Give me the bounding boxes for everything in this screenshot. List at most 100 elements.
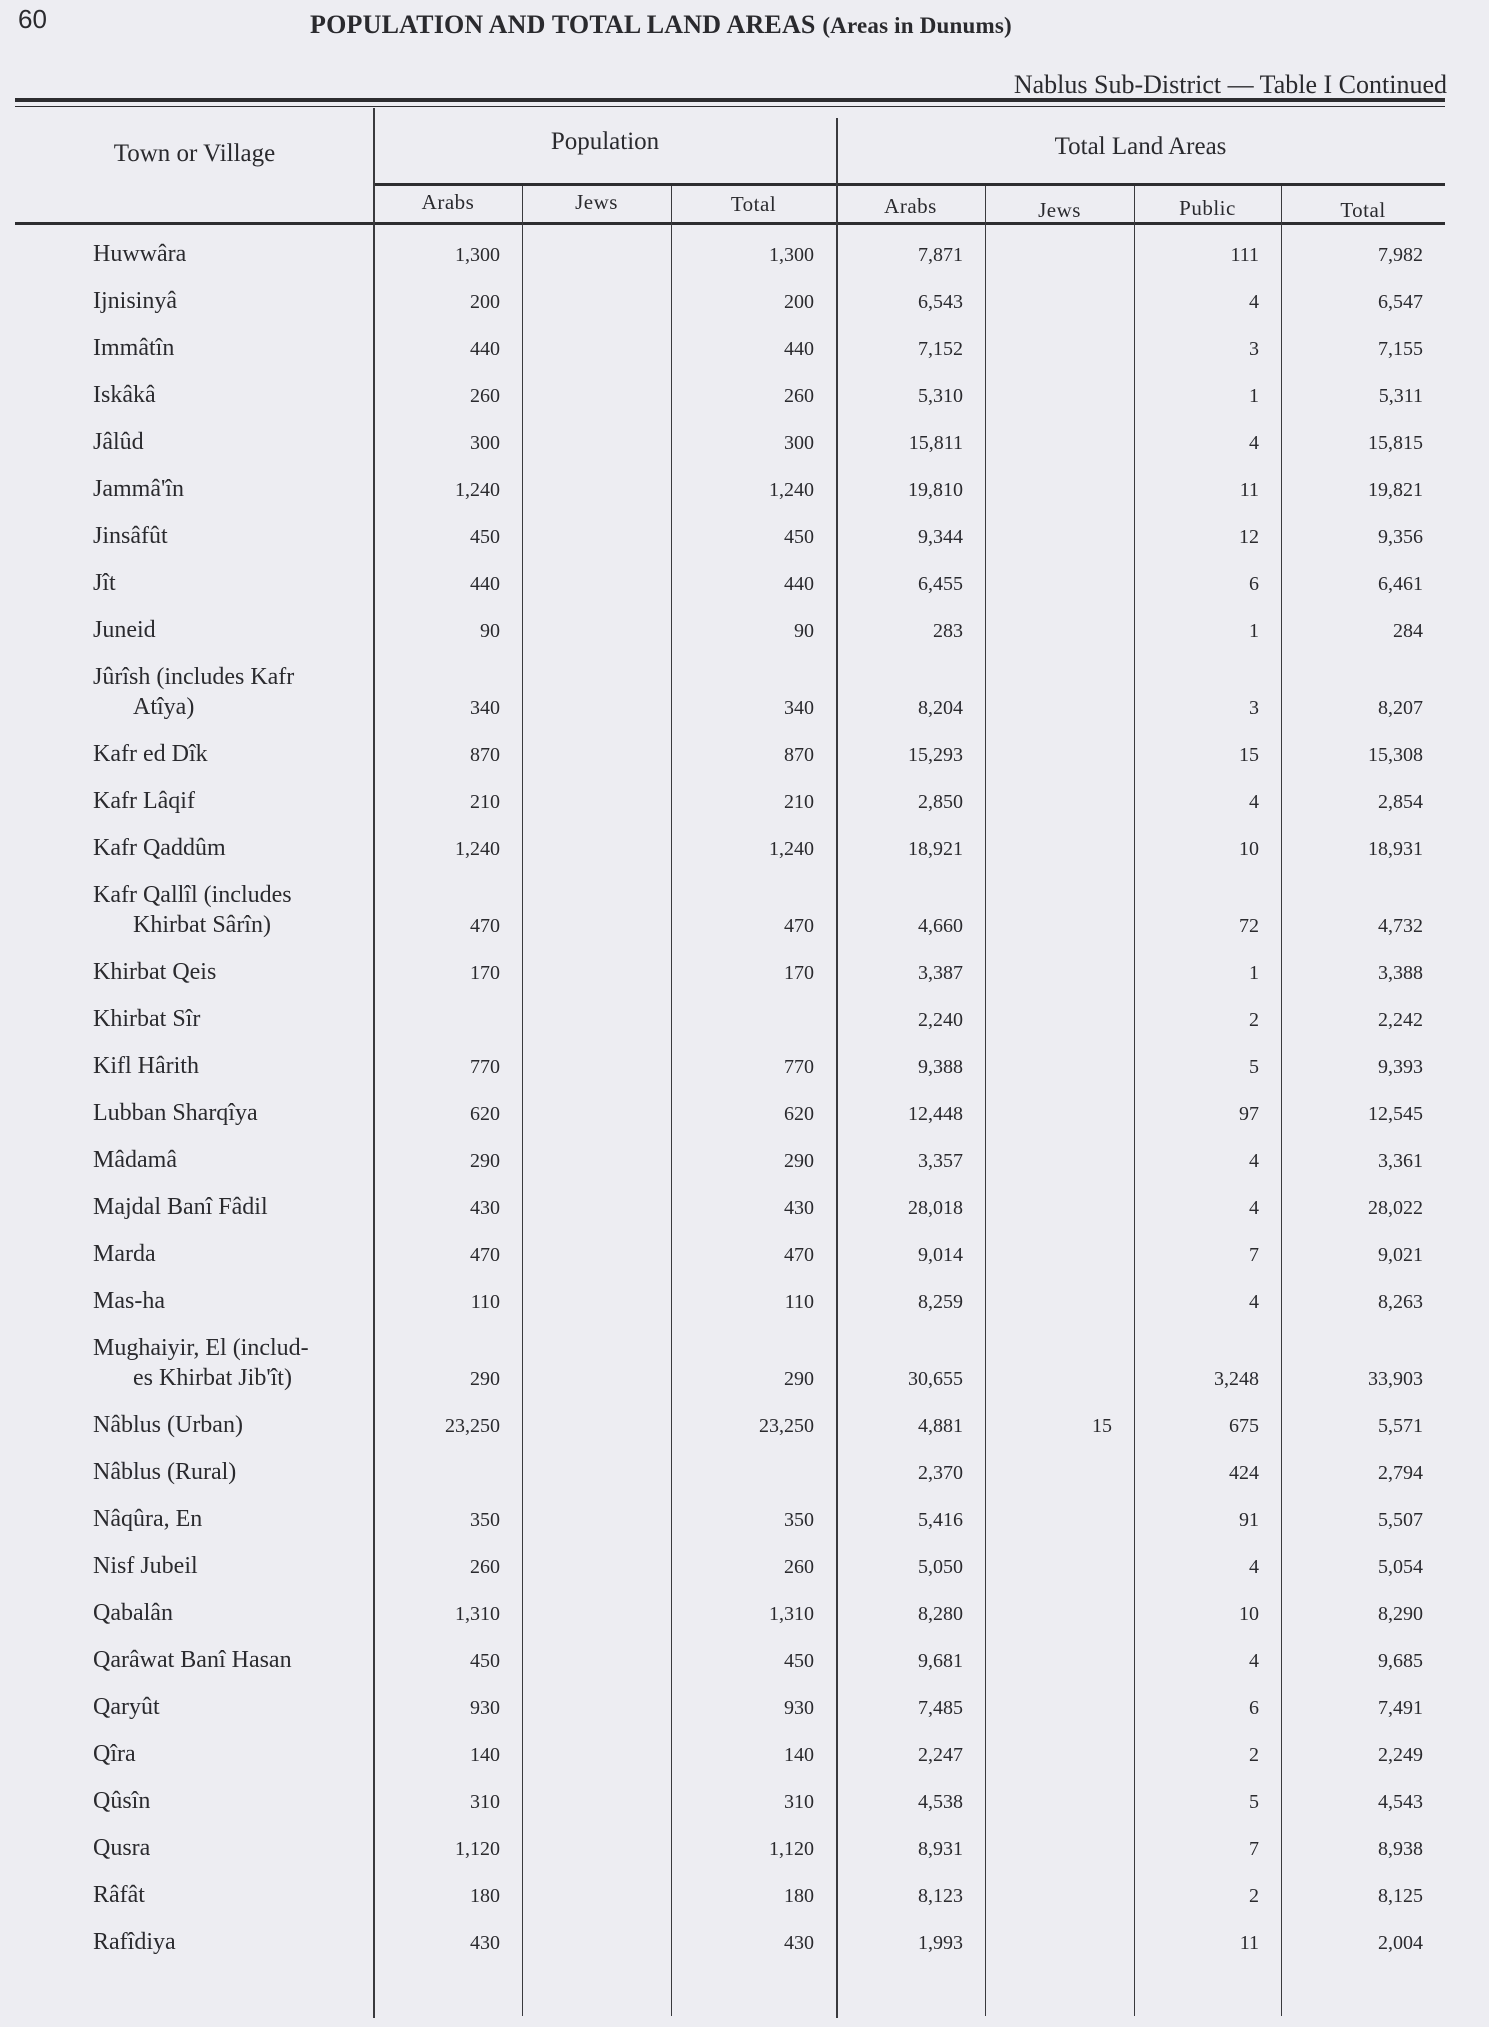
town-name-line1: Juneid <box>93 617 156 643</box>
cell-land-arabs: 5,310 <box>918 385 963 407</box>
cell-pop-total: 430 <box>784 1197 814 1219</box>
table-row: Kafr Lâqif 210 210 2,850 4 2,854 <box>15 775 1445 822</box>
town-name-line1: Nâblus (Rural) <box>93 1459 237 1485</box>
cell-land-public: 5 <box>1249 1791 1259 1813</box>
town-name: Qabalân <box>15 1598 374 1634</box>
cell-pop-total: 290 <box>784 1368 814 1390</box>
cell-land-public: 97 <box>1239 1103 1259 1125</box>
cell-land-total: 3,361 <box>1378 1150 1423 1172</box>
town-name-line2: Atîya) <box>133 694 195 720</box>
cell-pop-total: 200 <box>784 291 814 313</box>
town-name: Majdal Banî Fâdil <box>15 1192 374 1228</box>
cell-land-public: 1 <box>1249 620 1259 642</box>
cell-pop-arabs: 260 <box>470 385 500 407</box>
cell-land-jews <box>985 985 1134 993</box>
town-name: Kafr ed Dîk <box>15 739 374 775</box>
town-name-line1: Mas-ha <box>93 1288 165 1314</box>
cell-land-jews <box>985 1220 1134 1228</box>
table-row: Jinsâfût 450 450 9,344 12 9,356 <box>15 510 1445 557</box>
cell-land-arabs: 9,344 <box>918 526 963 548</box>
cell-land-public: 2 <box>1249 1009 1259 1031</box>
town-name-line1: Qarâwat Banî Hasan <box>93 1647 292 1673</box>
town-name: Qusra <box>15 1833 374 1869</box>
table-row: Juneid 90 90 283 1 284 <box>15 604 1445 651</box>
cell-land-public: 4 <box>1249 1556 1259 1578</box>
cell-land-arabs: 1,993 <box>918 1932 963 1954</box>
table-row: Qusra 1,120 1,120 8,931 7 8,938 <box>15 1822 1445 1869</box>
town-name: Jammâ'în <box>15 474 374 510</box>
town-name-line2: Khirbat Sârîn) <box>133 912 271 938</box>
cell-pop-jews <box>522 814 671 822</box>
cell-pop-total: 1,240 <box>769 838 814 860</box>
cell-land-public: 7 <box>1249 1244 1259 1266</box>
cell-land-jews <box>985 1314 1134 1322</box>
header-land: Total Land Areas <box>1054 133 1227 160</box>
table-row: Mas-ha 110 110 8,259 4 8,263 <box>15 1275 1445 1322</box>
cell-land-arabs: 15,811 <box>908 432 963 454</box>
cell-land-arabs: 2,370 <box>918 1462 963 1484</box>
cell-land-arabs: 283 <box>933 620 963 642</box>
cell-pop-jews <box>522 549 671 557</box>
cell-pop-total: 1,300 <box>769 244 814 266</box>
cell-land-total: 7,491 <box>1378 1697 1423 1719</box>
cell-land-arabs: 30,655 <box>908 1368 963 1390</box>
cell-pop-arabs: 1,240 <box>455 838 500 860</box>
town-name: Qaryût <box>15 1692 374 1728</box>
town-name-line1: Kifl Hârith <box>93 1053 199 1079</box>
cell-land-public: 11 <box>1239 479 1259 501</box>
cell-land-public: 11 <box>1239 1932 1259 1954</box>
cell-pop-total: 110 <box>784 1291 814 1313</box>
cell-pop-total: 290 <box>784 1150 814 1172</box>
cell-pop-arabs: 1,120 <box>455 1838 500 1860</box>
cell-pop-arabs: 23,250 <box>445 1415 500 1437</box>
cell-land-jews <box>985 408 1134 416</box>
table-row: Ijnisinyâ 200 200 6,543 4 6,547 <box>15 275 1445 322</box>
town-name: Nâqûra, En <box>15 1504 374 1540</box>
cell-land-arabs: 3,357 <box>918 1150 963 1172</box>
cell-land-arabs: 2,850 <box>918 791 963 813</box>
cell-pop-jews <box>522 1267 671 1275</box>
cell-land-public: 72 <box>1239 915 1259 937</box>
cell-land-public: 4 <box>1249 1197 1259 1219</box>
town-name-line1: Jinsâfût <box>93 523 168 549</box>
cell-pop-arabs: 870 <box>470 744 500 766</box>
table-row: Kafr ed Dîk 870 870 15,293 15 15,308 <box>15 728 1445 775</box>
col-land-arabs: Arabs <box>884 194 937 218</box>
town-name: Mughaiyir, El (includ-es Khirbat Jib'ît) <box>15 1333 374 1399</box>
table-row: Majdal Banî Fâdil 430 430 28,018 4 28,022 <box>15 1181 1445 1228</box>
cell-land-public: 111 <box>1230 244 1259 266</box>
divider <box>836 118 838 2018</box>
cell-pop-jews <box>522 1579 671 1587</box>
cell-land-jews <box>985 720 1134 728</box>
cell-pop-jews <box>522 1314 671 1322</box>
town-name: Mas-ha <box>15 1286 374 1322</box>
cell-pop-arabs: 620 <box>470 1103 500 1125</box>
cell-pop-arabs: 450 <box>470 526 500 548</box>
cell-land-public: 6 <box>1249 1697 1259 1719</box>
cell-land-total: 4,543 <box>1378 1791 1423 1813</box>
cell-pop-total: 770 <box>784 1056 814 1078</box>
cell-land-jews <box>985 1032 1134 1040</box>
table-row: Qabalân 1,310 1,310 8,280 10 8,290 <box>15 1587 1445 1634</box>
cell-pop-total: 930 <box>784 1697 814 1719</box>
cell-land-total: 7,155 <box>1378 338 1423 360</box>
town-name-line1: Jâlûd <box>93 429 144 455</box>
cell-land-public: 15 <box>1239 744 1259 766</box>
cell-pop-arabs: 110 <box>470 1291 500 1313</box>
cell-pop-jews <box>522 1861 671 1869</box>
town-name-line1: Râfât <box>93 1882 145 1908</box>
cell-land-public: 6 <box>1249 573 1259 595</box>
table-row: Khirbat Qeis 170 170 3,387 1 3,388 <box>15 946 1445 993</box>
divider <box>985 186 986 2016</box>
cell-land-total: 284 <box>1393 620 1423 642</box>
table-row: Lubban Sharqîya 620 620 12,448 97 12,545 <box>15 1087 1445 1134</box>
cell-land-jews <box>985 1626 1134 1634</box>
cell-pop-total: 870 <box>784 744 814 766</box>
table-row: Râfât 180 180 8,123 2 8,125 <box>15 1869 1445 1916</box>
cell-pop-jews <box>522 1908 671 1916</box>
cell-land-jews <box>985 549 1134 557</box>
table-row: Kifl Hârith 770 770 9,388 5 9,393 <box>15 1040 1445 1087</box>
cell-land-jews <box>985 1267 1134 1275</box>
cell-pop-arabs <box>374 1485 522 1493</box>
table-row: Nâblus (Rural) 2,370 424 2,794 <box>15 1446 1445 1493</box>
